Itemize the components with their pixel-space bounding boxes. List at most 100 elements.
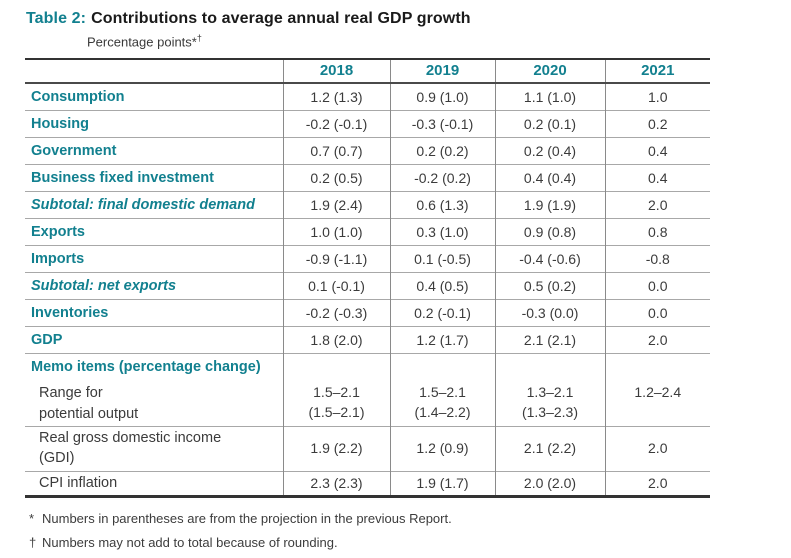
row-label: Subtotal: net exports bbox=[25, 271, 283, 300]
table-row-subtotal-net-exports: Subtotal: net exports 0.1 (-0.1) 0.4 (0.… bbox=[25, 271, 710, 300]
row-label: Housing bbox=[25, 109, 283, 138]
value-cell: -0.2 (0.2) bbox=[389, 163, 495, 192]
row-label: GDP bbox=[25, 325, 283, 354]
table-title: Table 2: Contributions to average annual … bbox=[26, 10, 791, 28]
value-cell: 0.9 (0.8) bbox=[494, 217, 605, 246]
value-cell: 0.3 (1.0) bbox=[389, 217, 495, 246]
value-cell: 1.2 (1.7) bbox=[389, 325, 495, 354]
value-cell: 2.0 bbox=[604, 425, 710, 472]
value-cell: 0.6 (1.3) bbox=[389, 190, 495, 219]
row-label-line: potential output bbox=[39, 405, 139, 422]
footnote-text: Numbers in parentheses are from the proj… bbox=[42, 510, 452, 526]
value-cell: 0.4 (0.5) bbox=[389, 271, 495, 300]
row-label: Range for potential output bbox=[25, 379, 283, 426]
memo-section-label: Memo items (percentage change) bbox=[25, 352, 283, 380]
value-cell: 0.1 (-0.5) bbox=[389, 244, 495, 273]
table-row-exports: Exports 1.0 (1.0) 0.3 (1.0) 0.9 (0.8) 0.… bbox=[25, 217, 710, 246]
table-row-imports: Imports -0.9 (-1.1) 0.1 (-0.5) -0.4 (-0.… bbox=[25, 244, 710, 273]
value-cell: 0.2 (-0.1) bbox=[389, 298, 495, 327]
empty-header-cell bbox=[25, 59, 283, 85]
footnote-text: Numbers may not add to total because of … bbox=[42, 534, 338, 550]
value-cell: 0.4 (0.4) bbox=[494, 163, 605, 192]
table-row-inventories: Inventories -0.2 (-0.3) 0.2 (-0.1) -0.3 … bbox=[25, 298, 710, 327]
footnote-symbol: † bbox=[29, 534, 37, 550]
value-cell: 0.2 bbox=[604, 109, 710, 138]
value-cell: 2.0 bbox=[604, 470, 710, 497]
value-cell: 0.5 (0.2) bbox=[494, 271, 605, 300]
table-row-real-gross-domestic-income: Real gross domestic income (GDI) 1.9 (2.… bbox=[25, 425, 710, 472]
table-subtitle: Percentage points*† bbox=[87, 33, 791, 49]
value-cell: -0.3 (0.0) bbox=[494, 298, 605, 327]
header-row: 2018 2019 2020 2021 bbox=[25, 59, 710, 85]
value-cell: -0.9 (-1.1) bbox=[282, 244, 390, 273]
row-label: Real gross domestic income (GDI) bbox=[25, 425, 283, 472]
value-line: 1.5–2.1 bbox=[419, 384, 466, 401]
year-header-2018: 2018 bbox=[282, 59, 390, 85]
value-cell: 1.2 (1.3) bbox=[282, 82, 390, 111]
value-cell: 0.9 (1.0) bbox=[389, 82, 495, 111]
table-row-gdp: GDP 1.8 (2.0) 1.2 (1.7) 2.1 (2.1) 2.0 bbox=[25, 325, 710, 354]
footnotes: * Numbers in parentheses are from the pro… bbox=[25, 511, 791, 550]
table-title-text: Contributions to average annual real GDP… bbox=[91, 10, 471, 27]
empty-cell bbox=[494, 352, 605, 380]
row-label: CPI inflation bbox=[25, 470, 283, 497]
gdp-contributions-table: 2018 2019 2020 2021 Consumption 1.2 (1.3… bbox=[25, 58, 710, 498]
value-cell: 2.0 bbox=[604, 190, 710, 219]
row-label: Exports bbox=[25, 217, 283, 246]
value-cell: 1.1 (1.0) bbox=[494, 82, 605, 111]
row-label-line: Range for bbox=[39, 385, 103, 402]
value-cell: 2.1 (2.1) bbox=[494, 325, 605, 354]
value-cell: -0.2 (-0.3) bbox=[282, 298, 390, 327]
row-label: Imports bbox=[25, 244, 283, 273]
value-cell: 0.2 (0.2) bbox=[389, 136, 495, 165]
year-header-2020: 2020 bbox=[494, 59, 605, 85]
row-label-line: (GDI) bbox=[39, 449, 75, 466]
table-row-consumption: Consumption 1.2 (1.3) 0.9 (1.0) 1.1 (1.0… bbox=[25, 82, 710, 111]
value-cell: 0.1 (-0.1) bbox=[282, 271, 390, 300]
value-cell: -0.4 (-0.6) bbox=[494, 244, 605, 273]
row-label: Subtotal: final domestic demand bbox=[25, 190, 283, 219]
value-cell: -0.8 bbox=[604, 244, 710, 273]
table-row-business-fixed-investment: Business fixed investment 0.2 (0.5) -0.2… bbox=[25, 163, 710, 192]
value-line: 1.2–2.4 bbox=[634, 384, 682, 401]
value-line: (1.3–2.3) bbox=[521, 403, 579, 420]
value-cell: 0.2 (0.5) bbox=[282, 163, 390, 192]
value-cell: 0.7 (0.7) bbox=[282, 136, 390, 165]
value-cell: 1.9 (2.4) bbox=[282, 190, 390, 219]
row-label: Consumption bbox=[25, 82, 283, 111]
empty-cell bbox=[604, 352, 710, 380]
table-number: Table 2: bbox=[26, 10, 87, 27]
value-cell: 1.5–2.1 (1.4–2.2) bbox=[389, 379, 495, 427]
value-cell: -0.2 (-0.1) bbox=[282, 109, 390, 138]
row-label: Government bbox=[25, 136, 283, 165]
empty-cell bbox=[389, 352, 495, 380]
value-cell: 0.2 (0.4) bbox=[494, 136, 605, 165]
value-cell: 2.3 (2.3) bbox=[282, 470, 390, 497]
value-line: (1.5–2.1) bbox=[308, 403, 365, 420]
table-row-housing: Housing -0.2 (-0.1) -0.3 (-0.1) 0.2 (0.1… bbox=[25, 109, 710, 138]
subtitle-text: Percentage points* bbox=[87, 34, 197, 50]
empty-cell bbox=[282, 352, 390, 380]
value-cell: 0.2 (0.1) bbox=[494, 109, 605, 138]
value-line: (1.4–2.2) bbox=[414, 403, 471, 420]
row-label: Inventories bbox=[25, 298, 283, 327]
value-cell: 1.2–2.4 bbox=[604, 379, 710, 427]
value-cell: 1.9 (1.7) bbox=[389, 470, 495, 497]
footnote-asterisk: * Numbers in parentheses are from the pro… bbox=[25, 511, 791, 526]
footnote-dagger: † Numbers may not add to total because of… bbox=[25, 535, 791, 550]
value-cell: 1.8 (2.0) bbox=[282, 325, 390, 354]
row-label: Business fixed investment bbox=[25, 163, 283, 192]
value-cell: 1.2 (0.9) bbox=[389, 425, 495, 472]
year-header-2019: 2019 bbox=[389, 59, 495, 85]
value-cell: 1.9 (1.9) bbox=[494, 190, 605, 219]
table-row-cpi-inflation: CPI inflation 2.3 (2.3) 1.9 (1.7) 2.0 (2… bbox=[25, 470, 710, 497]
value-cell: 2.0 (2.0) bbox=[494, 470, 605, 497]
value-cell: -0.3 (-0.1) bbox=[389, 109, 495, 138]
value-cell: 2.1 (2.2) bbox=[494, 425, 605, 472]
value-cell: 1.3–2.1 (1.3–2.3) bbox=[494, 379, 605, 427]
value-cell: 1.0 (1.0) bbox=[282, 217, 390, 246]
report-table-page: Table 2: Contributions to average annual … bbox=[25, 10, 791, 550]
table-row-range-potential-output: Range for potential output 1.5–2.1 (1.5–… bbox=[25, 379, 710, 427]
year-header-2021: 2021 bbox=[604, 59, 710, 85]
value-cell: 0.0 bbox=[604, 271, 710, 300]
